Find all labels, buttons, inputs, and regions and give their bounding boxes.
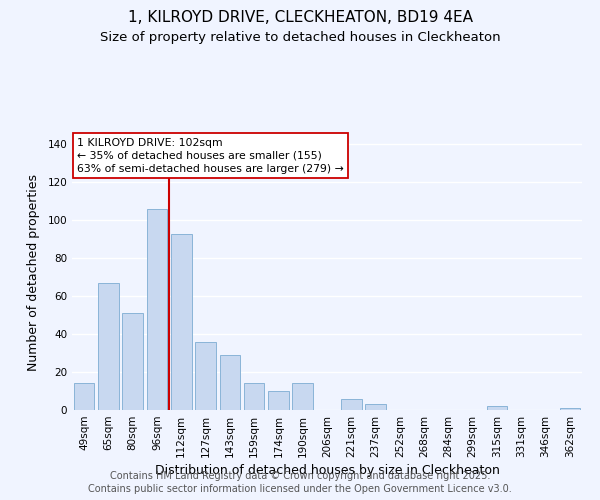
Bar: [560, 408, 580, 410]
Bar: [487, 406, 508, 410]
X-axis label: Distribution of detached houses by size in Cleckheaton: Distribution of detached houses by size …: [155, 464, 499, 477]
Bar: [341, 398, 362, 410]
Bar: [146, 209, 167, 410]
Bar: [365, 404, 386, 410]
Y-axis label: Number of detached properties: Number of detached properties: [28, 174, 40, 371]
Bar: [122, 314, 143, 410]
Text: Contains HM Land Registry data © Crown copyright and database right 2025.: Contains HM Land Registry data © Crown c…: [110, 471, 490, 481]
Bar: [195, 342, 216, 410]
Bar: [220, 355, 240, 410]
Bar: [171, 234, 191, 410]
Bar: [292, 384, 313, 410]
Bar: [244, 384, 265, 410]
Text: 1, KILROYD DRIVE, CLECKHEATON, BD19 4EA: 1, KILROYD DRIVE, CLECKHEATON, BD19 4EA: [128, 10, 473, 25]
Bar: [98, 283, 119, 410]
Bar: [74, 384, 94, 410]
Text: 1 KILROYD DRIVE: 102sqm
← 35% of detached houses are smaller (155)
63% of semi-d: 1 KILROYD DRIVE: 102sqm ← 35% of detache…: [77, 138, 344, 174]
Text: Contains public sector information licensed under the Open Government Licence v3: Contains public sector information licen…: [88, 484, 512, 494]
Bar: [268, 391, 289, 410]
Text: Size of property relative to detached houses in Cleckheaton: Size of property relative to detached ho…: [100, 31, 500, 44]
